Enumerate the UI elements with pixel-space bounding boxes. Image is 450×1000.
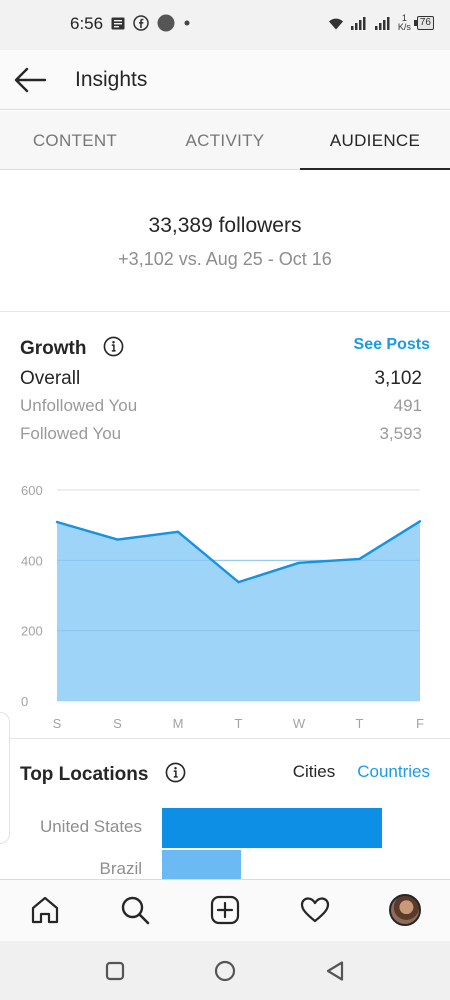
info-icon[interactable] <box>103 336 124 357</box>
followed-value: 3,593 <box>379 424 422 443</box>
locations-toggle: Cities Countries <box>293 762 430 782</box>
data-point <box>358 557 361 561</box>
status-right: 1 K/s 76 <box>328 14 434 32</box>
search-icon <box>121 896 150 925</box>
data-point <box>237 580 240 584</box>
recents-icon[interactable] <box>103 959 127 983</box>
arrow-left-icon <box>14 67 47 93</box>
locations-header: Top Locations Cities Countries <box>20 762 430 788</box>
network-speed-unit: K/s <box>397 22 411 32</box>
x-tick-label: T <box>356 716 364 731</box>
followed-row: Followed You 3,593 <box>20 424 422 444</box>
app-header: Insights <box>0 50 450 110</box>
x-tick-label: M <box>173 716 184 731</box>
followers-delta: +3,102 vs. Aug 25 - Oct 16 <box>118 249 332 269</box>
location-bar <box>162 808 382 848</box>
system-nav-bar <box>0 941 450 1000</box>
nav-add-button[interactable] <box>209 894 241 926</box>
data-point <box>176 530 180 534</box>
signal-icon <box>350 17 366 30</box>
avatar <box>389 894 421 926</box>
network-speed: 1 K/s <box>398 14 411 32</box>
back-triangle-icon[interactable] <box>323 959 347 983</box>
overall-value: 3,102 <box>374 368 422 389</box>
back-button[interactable] <box>12 64 48 96</box>
dot-circle-icon <box>157 14 175 32</box>
home-circle-icon[interactable] <box>213 959 237 983</box>
status-bar: 6:56 1 K/s 76 <box>0 0 450 50</box>
heart-icon <box>300 897 330 923</box>
location-label: United States <box>39 817 142 836</box>
overall-row: Overall 3,102 <box>20 368 422 390</box>
page-title: Insights <box>75 68 148 91</box>
y-tick-label: 400 <box>21 553 43 568</box>
countries-toggle[interactable]: Countries <box>357 762 430 781</box>
status-time: 6:56 <box>70 14 104 33</box>
signal-icon-2 <box>374 17 390 30</box>
y-tick-label: 600 <box>21 483 43 498</box>
location-label: Brazil <box>99 859 142 878</box>
message-icon <box>111 17 125 29</box>
tab-content[interactable]: CONTENT <box>32 131 118 150</box>
nav-home-button[interactable] <box>29 894 61 926</box>
battery-indicator: 76 <box>413 16 434 30</box>
nav-search-button[interactable] <box>119 894 151 926</box>
data-point <box>55 520 59 524</box>
section-divider <box>10 738 450 739</box>
unfollowed-row: Unfollowed You 491 <box>20 396 422 416</box>
see-posts-link[interactable]: See Posts <box>353 336 430 353</box>
data-point <box>297 561 301 564</box>
status-left-icons <box>111 14 191 32</box>
overall-label: Overall <box>20 368 81 389</box>
add-post-icon <box>210 895 240 925</box>
followers-count: 33,389 followers <box>148 214 302 237</box>
home-icon <box>31 896 59 924</box>
network-speed-value: 1 <box>401 13 407 23</box>
bottom-nav <box>0 879 450 941</box>
data-point <box>418 520 422 523</box>
unfollowed-value: 491 <box>393 396 422 415</box>
x-tick-label: T <box>235 716 243 731</box>
growth-header: Growth See Posts <box>20 336 430 362</box>
x-tick-label: S <box>53 716 62 731</box>
y-tick-label: 200 <box>21 624 43 639</box>
location-row: United States <box>0 808 450 848</box>
nav-activity-button[interactable] <box>299 894 331 926</box>
series-area <box>57 521 420 701</box>
x-tick-label: S <box>113 716 122 731</box>
tab-activity[interactable]: ACTIVITY <box>185 131 265 150</box>
y-tick-label: 0 <box>21 694 28 709</box>
locations-title: Top Locations <box>20 764 149 785</box>
growth-chart: 0 200 400 600 S S M T W T F <box>21 483 424 731</box>
followed-label: Followed You <box>20 424 122 443</box>
growth-title: Growth <box>20 338 87 359</box>
tab-bar: CONTENT ACTIVITY AUDIENCE <box>0 111 450 170</box>
notification-dot-icon <box>184 20 190 26</box>
facebook-icon <box>133 15 149 31</box>
tab-audience[interactable]: AUDIENCE <box>300 111 450 170</box>
unfollowed-label: Unfollowed You <box>20 396 138 415</box>
info-icon[interactable] <box>165 762 186 783</box>
cities-toggle[interactable]: Cities <box>292 762 336 781</box>
data-point <box>116 538 119 541</box>
followers-summary: 33,389 followers +3,102 vs. Aug 25 - Oct… <box>0 170 450 312</box>
x-tick-label: F <box>416 716 424 731</box>
x-tick-label: W <box>293 716 306 731</box>
nav-profile-button[interactable] <box>389 894 421 926</box>
wifi-icon <box>328 18 343 29</box>
